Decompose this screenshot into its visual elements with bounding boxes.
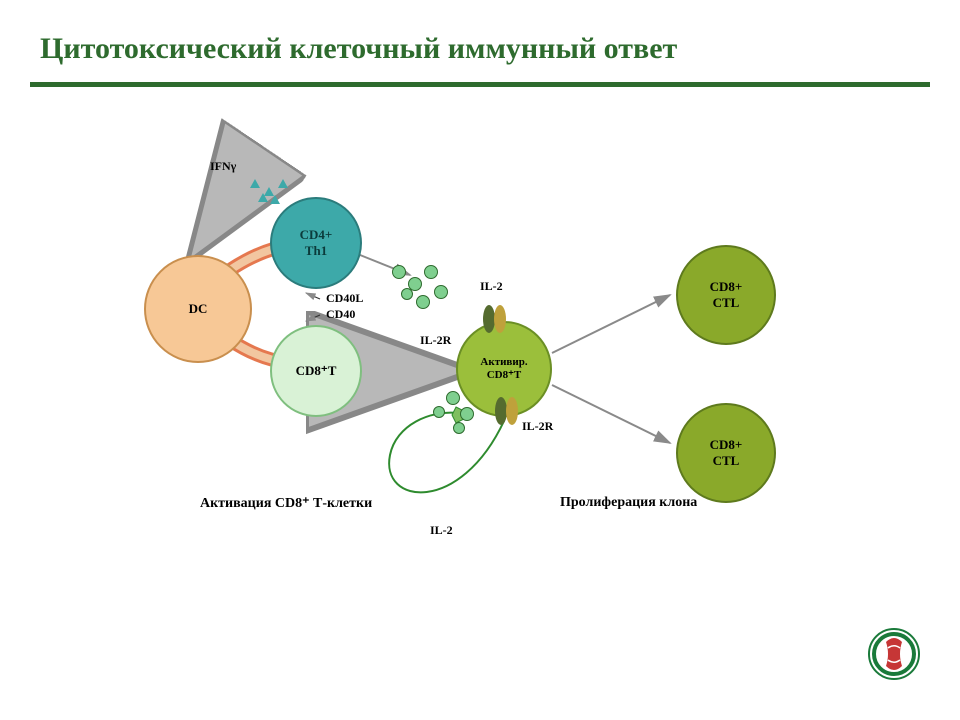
il2-label-bottom: IL-2 <box>430 523 453 538</box>
ctl2-label: CD8+ CTL <box>710 437 743 468</box>
cd4-label: CD4+ Th1 <box>300 227 333 258</box>
il2r-bottom <box>492 397 522 438</box>
il2-label-top: IL-2 <box>480 279 503 294</box>
prolif-arrow-2 <box>552 385 670 443</box>
activ-label: Активир. CD8⁺T <box>480 356 527 382</box>
activation-caption: Активация CD8⁺ Т-клетки <box>200 495 372 512</box>
ifn-arrow <box>198 207 225 247</box>
ifn-label: IFNγ <box>210 159 236 174</box>
logo-emblem <box>868 628 920 680</box>
cd40-label: CD40 <box>326 307 355 322</box>
dc-label: DC <box>189 301 208 317</box>
ifn-triangle-icon <box>250 179 260 188</box>
cd8t-cell: CD8⁺T <box>270 325 362 417</box>
prolif-arrow-1 <box>552 295 670 353</box>
cytokine-dot <box>416 295 430 309</box>
cd40l-label: CD40L <box>326 291 363 306</box>
il2r-label-bottom: IL-2R <box>522 419 553 434</box>
cytokine-dot <box>446 391 460 405</box>
cd8t-label: CD8⁺T <box>296 363 337 379</box>
cytokine-dot <box>401 288 413 300</box>
dc-cell: DC <box>144 255 252 363</box>
ctl-cell-1: CD8+ CTL <box>676 245 776 345</box>
ifn-triangle-icon <box>270 195 280 204</box>
autocrine-loop <box>389 413 504 493</box>
ctl-cell-2: CD8+ CTL <box>676 403 776 503</box>
proliferation-caption: Пролиферация клона <box>560 495 697 511</box>
il2r-label-top: IL-2R <box>420 333 451 348</box>
cd40l-arrow <box>306 293 320 299</box>
cytokine-dot <box>424 265 438 279</box>
page-title: Цитотоксический клеточный иммунный ответ <box>40 32 920 66</box>
title-rule <box>30 82 930 87</box>
cytokine-dot <box>434 285 448 299</box>
cytokine-dot <box>460 407 474 421</box>
diagram-area: DC CD4+ Th1 CD8⁺T Активир. CD8⁺T CD8+ CT… <box>120 135 840 595</box>
cytokine-dot <box>453 422 465 434</box>
cytokine-dot <box>433 406 445 418</box>
cd40-arrow <box>306 315 320 321</box>
ctl1-label: CD8+ CTL <box>710 279 743 310</box>
il2r-top <box>480 305 510 346</box>
ifn-triangle-icon <box>278 179 288 188</box>
ifn-triangle-icon <box>258 193 268 202</box>
cd4-th1-cell: CD4+ Th1 <box>270 197 362 289</box>
cytokine-dot <box>392 265 406 279</box>
